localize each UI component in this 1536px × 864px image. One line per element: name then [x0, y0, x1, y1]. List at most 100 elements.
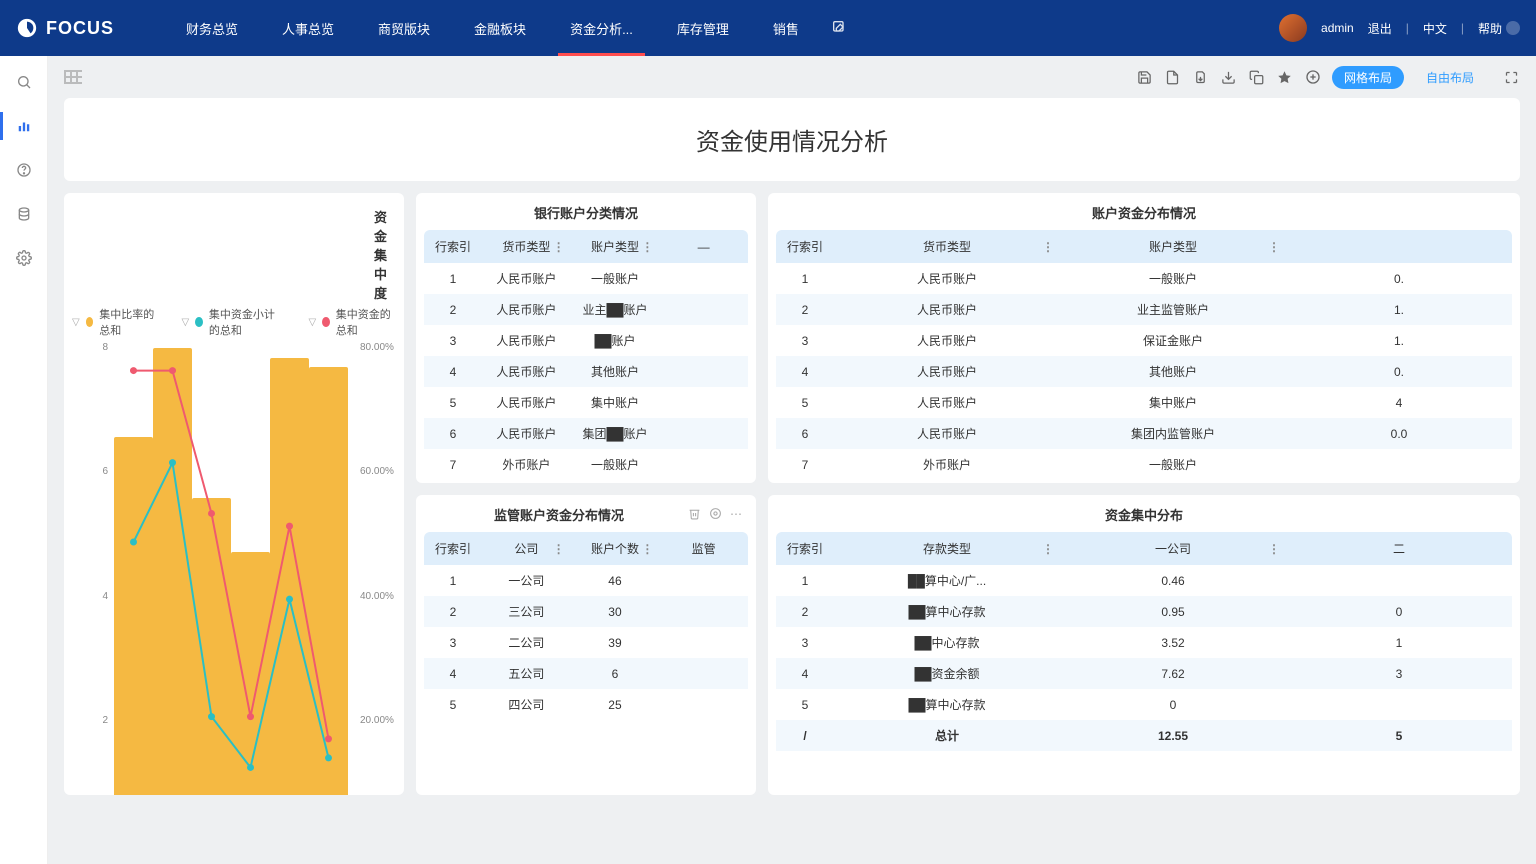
- table-row[interactable]: 7外币账户一般账户: [424, 449, 748, 480]
- panel-title: 监管账户资金分布情况: [430, 505, 688, 524]
- lang-link[interactable]: 中文: [1423, 20, 1447, 37]
- column-header[interactable]: 行索引: [424, 532, 482, 565]
- column-header[interactable]: 二: [1286, 532, 1512, 565]
- table-row[interactable]: 1人民币账户一般账户: [424, 263, 748, 294]
- panel-dist: 资金集中分布 行索引存款类型⋮一公司⋮二1██算中心/广...0.462██算中…: [768, 495, 1520, 795]
- table-row[interactable]: 3人民币账户保证金账户1.: [776, 325, 1512, 356]
- nav-tab[interactable]: 金融板块: [452, 0, 548, 56]
- grip-icon[interactable]: [64, 70, 82, 84]
- star-icon[interactable]: [1276, 68, 1294, 86]
- file-icon[interactable]: [1164, 68, 1182, 86]
- column-menu-icon[interactable]: ⋮: [1268, 542, 1280, 556]
- panel-title: 银行账户分类情况: [430, 203, 742, 222]
- data-icon[interactable]: [14, 204, 34, 224]
- dashboard-icon[interactable]: [14, 116, 34, 136]
- table-acct: 行索引货币类型⋮账户类型⋮1人民币账户一般账户0.2人民币账户业主监管账户1.3…: [776, 230, 1512, 480]
- settings-icon[interactable]: [14, 248, 34, 268]
- table-row[interactable]: 3██中心存款3.521: [776, 627, 1512, 658]
- table-row[interactable]: 2██算中心存款0.950: [776, 596, 1512, 627]
- table-row[interactable]: 1一公司46: [424, 565, 748, 596]
- column-menu-icon[interactable]: ⋮: [553, 542, 565, 556]
- table-row[interactable]: 2人民币账户业主监管账户1.: [776, 294, 1512, 325]
- y-axis-right: 80.00%60.00%40.00%20.00%0%: [354, 342, 394, 795]
- column-header[interactable]: 货币类型⋮: [834, 230, 1060, 263]
- table-row[interactable]: 7外币账户一般账户: [776, 449, 1512, 480]
- edit-icon[interactable]: [831, 19, 847, 38]
- nav-tab[interactable]: 库存管理: [655, 0, 751, 56]
- more-icon[interactable]: ⋯: [730, 507, 742, 523]
- table-row[interactable]: 4人民币账户其他账户0.: [776, 356, 1512, 387]
- column-header[interactable]: 行索引: [424, 230, 482, 263]
- column-menu-icon[interactable]: ⋮: [641, 542, 653, 556]
- legend-item[interactable]: ▽集中资金小计的总和: [183, 306, 284, 338]
- nav-tab[interactable]: 财务总览: [164, 0, 260, 56]
- column-menu-icon[interactable]: ⋮: [1042, 240, 1054, 254]
- column-header[interactable]: 货币类型⋮: [482, 230, 571, 263]
- column-header[interactable]: 账户类型⋮: [571, 230, 660, 263]
- y-axis-left: 86420: [74, 342, 114, 795]
- table-row[interactable]: 4人民币账户其他账户: [424, 356, 748, 387]
- left-sidebar: [0, 56, 48, 864]
- table-row[interactable]: 5██算中心存款0: [776, 689, 1512, 720]
- delete-icon[interactable]: [688, 507, 701, 523]
- column-header[interactable]: 账户个数⋮: [571, 532, 660, 565]
- table-dist: 行索引存款类型⋮一公司⋮二1██算中心/广...0.462██算中心存款0.95…: [776, 532, 1512, 751]
- avatar[interactable]: [1279, 14, 1307, 42]
- column-menu-icon[interactable]: ⋮: [1268, 240, 1280, 254]
- nav-tab[interactable]: 人事总览: [260, 0, 356, 56]
- column-header[interactable]: 行索引: [776, 230, 834, 263]
- column-menu-icon[interactable]: ⋮: [1042, 542, 1054, 556]
- column-menu-icon[interactable]: ⋮: [641, 240, 653, 254]
- help-link[interactable]: 帮助: [1478, 20, 1520, 37]
- column-header[interactable]: 账户类型⋮: [1060, 230, 1286, 263]
- chart-plot: 86420 80.00%60.00%40.00%20.00%0% 一公司的总和三…: [74, 342, 394, 795]
- copy-icon[interactable]: [1248, 68, 1266, 86]
- column-header[interactable]: [1286, 230, 1512, 263]
- table-row[interactable]: 6人民币账户集团██账户: [424, 418, 748, 449]
- table-row[interactable]: 4五公司6: [424, 658, 748, 689]
- column-header[interactable]: 存款类型⋮: [834, 532, 1060, 565]
- username: admin: [1321, 21, 1354, 35]
- table-row[interactable]: 5四公司25: [424, 689, 748, 720]
- legend-item[interactable]: ▽集中比率的总和: [74, 306, 157, 338]
- table-row[interactable]: 3人民币账户██账户: [424, 325, 748, 356]
- nav-tab[interactable]: 销售: [751, 0, 821, 56]
- column-header[interactable]: —: [659, 230, 748, 263]
- panel-actions: ⋯: [688, 507, 742, 523]
- table-row[interactable]: 2三公司30: [424, 596, 748, 627]
- table-row[interactable]: 5人民币账户集中账户4: [776, 387, 1512, 418]
- plot-area: [114, 342, 348, 795]
- column-header[interactable]: 公司⋮: [482, 532, 571, 565]
- table-row[interactable]: 5人民币账户集中账户: [424, 387, 748, 418]
- chart-title: 资金集中度: [74, 207, 394, 306]
- table-row[interactable]: 6人民币账户集团内监管账户0.0: [776, 418, 1512, 449]
- panel-title: 账户资金分布情况: [782, 203, 1506, 222]
- table-row[interactable]: 2人民币账户业主██账户: [424, 294, 748, 325]
- logout-link[interactable]: 退出: [1368, 20, 1392, 37]
- fullscreen-icon[interactable]: [1502, 68, 1520, 86]
- grid-layout-button[interactable]: 网格布局: [1332, 66, 1404, 89]
- column-header[interactable]: 一公司⋮: [1060, 532, 1286, 565]
- nav-tab[interactable]: 资金分析...: [548, 0, 655, 56]
- nav-tab[interactable]: 商贸版块: [356, 0, 452, 56]
- brand-logo: FOCUS: [16, 17, 114, 39]
- table-row[interactable]: 1人民币账户一般账户0.: [776, 263, 1512, 294]
- table-row[interactable]: 4██资金余额7.623: [776, 658, 1512, 689]
- help-icon[interactable]: [14, 160, 34, 180]
- search-icon[interactable]: [14, 72, 34, 92]
- column-menu-icon[interactable]: ⋮: [553, 240, 565, 254]
- save-icon[interactable]: [1136, 68, 1154, 86]
- table-row[interactable]: 1██算中心/广...0.46: [776, 565, 1512, 596]
- column-header[interactable]: 监管: [659, 532, 748, 565]
- content-scroll: 资金使用情况分析 银行账户分类情况 行索引货币类型⋮账户类型⋮—1人民币账户一般…: [48, 98, 1536, 864]
- logo-icon: [16, 17, 38, 39]
- export-icon[interactable]: [1192, 68, 1210, 86]
- download-icon[interactable]: [1220, 68, 1238, 86]
- add-icon[interactable]: [1304, 68, 1322, 86]
- panel-settings-icon[interactable]: [709, 507, 722, 523]
- column-header[interactable]: 行索引: [776, 532, 834, 565]
- table-row[interactable]: 3二公司39: [424, 627, 748, 658]
- free-layout-button[interactable]: 自由布局: [1414, 66, 1486, 89]
- panel-supv: 监管账户资金分布情况 ⋯ 行索引公司⋮账户个数⋮监管1一公司462三公司303二…: [416, 495, 756, 795]
- legend-item[interactable]: ▽集中资金的总和: [311, 306, 394, 338]
